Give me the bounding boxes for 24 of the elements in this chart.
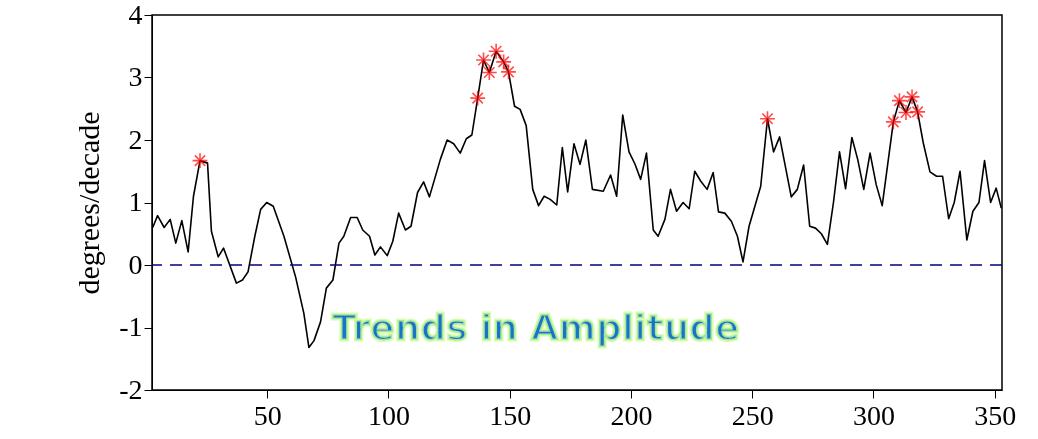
y-tick-label: 3 <box>128 61 143 92</box>
x-tick-label: 200 <box>610 399 653 431</box>
y-tick-label: 2 <box>128 123 143 155</box>
point <box>500 63 517 81</box>
point <box>885 113 902 131</box>
y-tick-label: -2 <box>119 373 143 405</box>
point <box>909 103 926 121</box>
point <box>469 89 486 107</box>
x-tick-label: 100 <box>367 399 410 431</box>
point <box>191 152 209 169</box>
x-tick-label: 300 <box>852 399 895 431</box>
x-tick-label: 50 <box>253 399 282 431</box>
y-axis-title: degrees/decade <box>72 111 106 295</box>
y-tick-label: 0 <box>128 248 143 280</box>
x-tick-label: 250 <box>731 399 774 431</box>
point <box>495 53 512 71</box>
point <box>759 110 776 127</box>
y-tick-label: 1 <box>128 186 143 217</box>
point <box>481 64 498 81</box>
y-tick-label: 4 <box>128 0 143 30</box>
x-tick-label: 150 <box>489 399 532 431</box>
y-tick-label: -1 <box>119 311 143 342</box>
annotation: Trends in Amplitude <box>332 307 740 348</box>
x-tick-label: 350 <box>974 399 1017 431</box>
